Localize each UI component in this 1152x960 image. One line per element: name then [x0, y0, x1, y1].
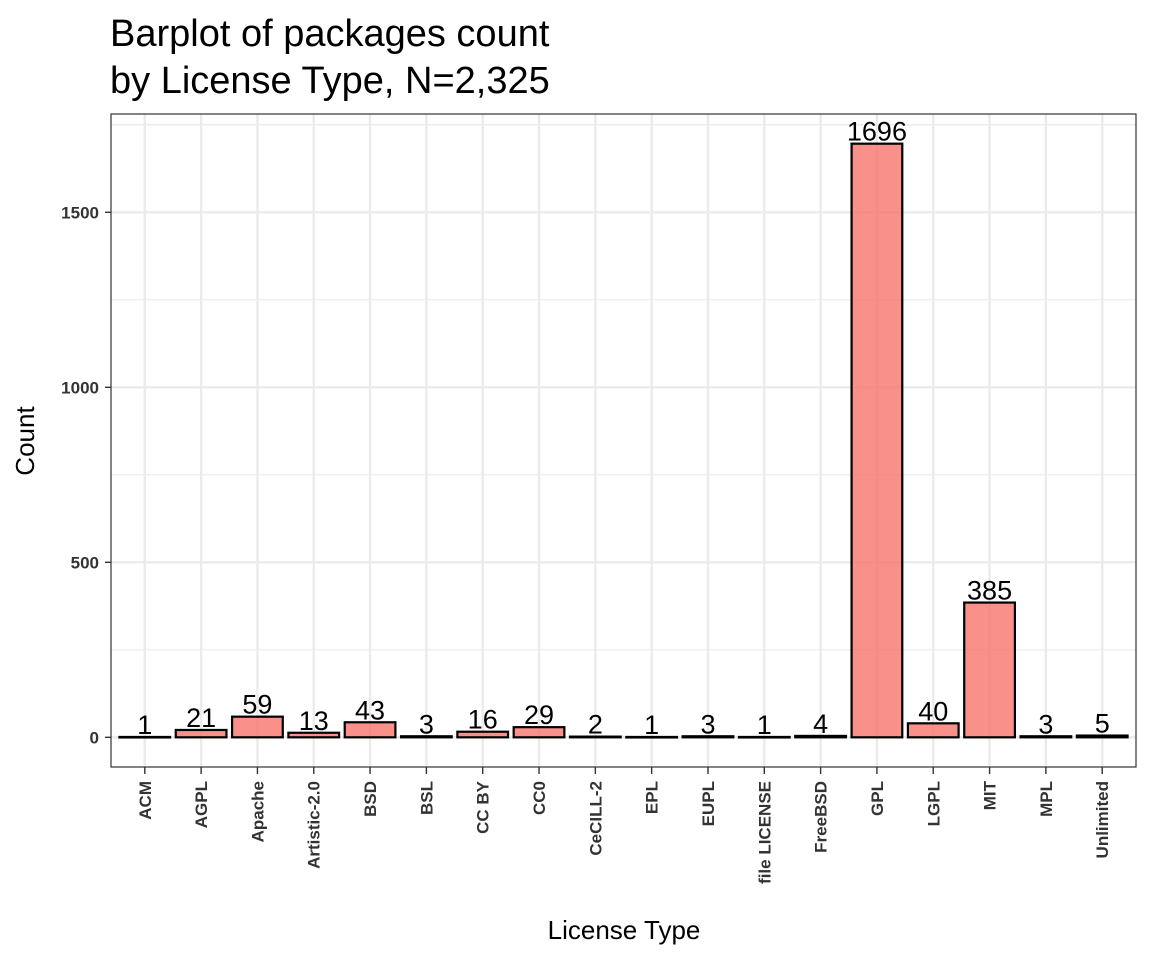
chart-title: Barplot of packages count [110, 13, 550, 55]
data-label: 16 [468, 705, 498, 735]
grid-layer [111, 114, 1136, 767]
x-tick-label: CC BY [474, 780, 493, 834]
x-axis: ACM AGPL Apache Artistic-2.0 BSD BSL CC BY CC0 C… [136, 767, 1112, 884]
data-label: 21 [186, 703, 216, 733]
x-tick-label: CeCILL-2 [586, 781, 605, 856]
data-label: 13 [299, 706, 329, 736]
data-label: 43 [355, 695, 385, 725]
bar-cc-by [456, 730, 510, 739]
x-tick-label: LGPL [924, 781, 943, 826]
x-tick-label: ACM [136, 781, 155, 820]
x-tick-label: MIT [981, 780, 1000, 810]
x-tick-label: GPL [868, 781, 887, 816]
y-tick-label: 0 [90, 728, 99, 747]
x-tick-label: MPL [1037, 781, 1056, 817]
x-tick-label: BSL [417, 781, 436, 815]
x-tick-label: file LICENSE [755, 781, 774, 884]
bar-agpl [174, 728, 228, 739]
data-label: 385 [967, 576, 1012, 606]
x-tick-label: FreeBSD [812, 781, 831, 853]
bar-lgpl [906, 722, 960, 739]
y-axis-title: Count [10, 406, 40, 476]
bar-mit [963, 601, 1017, 739]
bar-bsd [343, 721, 397, 739]
x-tick-label: Unlimited [1093, 781, 1112, 858]
data-label: 59 [242, 690, 272, 720]
panel-border [110, 113, 1137, 768]
data-label: 1696 [847, 117, 907, 147]
chart-subtitle: by License Type, N=2,325 [110, 60, 550, 102]
bar-acm [118, 735, 172, 739]
bar-unlimited [1075, 734, 1129, 739]
x-tick-label: CC0 [530, 781, 549, 815]
bar-file-license [737, 735, 791, 739]
bar-cecill-2 [568, 735, 622, 739]
data-label: 4 [813, 709, 828, 739]
y-axis: 0 500 1000 1500 [61, 203, 111, 747]
x-tick-label: Apache [248, 781, 267, 842]
bar-bsl [399, 735, 453, 739]
bar-mpl [1019, 735, 1073, 739]
x-tick-label: Artistic-2.0 [305, 781, 324, 869]
y-tick-label: 1500 [61, 203, 99, 222]
bar-gpl [850, 142, 904, 739]
x-axis-title: License Type [548, 915, 701, 945]
bar-epl [625, 735, 679, 739]
data-label: 3 [419, 709, 434, 739]
data-label: 1 [644, 710, 659, 740]
bar-cc0 [512, 726, 566, 739]
data-label: 5 [1095, 709, 1110, 739]
data-label: 3 [1038, 709, 1053, 739]
bar-freebsd [794, 734, 848, 739]
data-label: 1 [137, 710, 152, 740]
bars-layer [118, 142, 1129, 739]
data-label: 29 [524, 700, 554, 730]
y-tick-label: 500 [71, 553, 99, 572]
bar-apache [230, 715, 284, 739]
bar-artistic-2-0 [287, 731, 341, 739]
y-tick-label: 1000 [61, 378, 99, 397]
x-tick-label: EPL [643, 781, 662, 814]
x-tick-label: AGPL [192, 781, 211, 828]
data-label: 40 [918, 696, 948, 726]
bar-eupl [681, 735, 735, 739]
x-tick-label: EUPL [699, 781, 718, 826]
data-label: 1 [757, 710, 772, 740]
x-tick-label: BSD [361, 781, 380, 817]
data-label: 2 [588, 710, 603, 740]
data-label: 3 [700, 709, 715, 739]
